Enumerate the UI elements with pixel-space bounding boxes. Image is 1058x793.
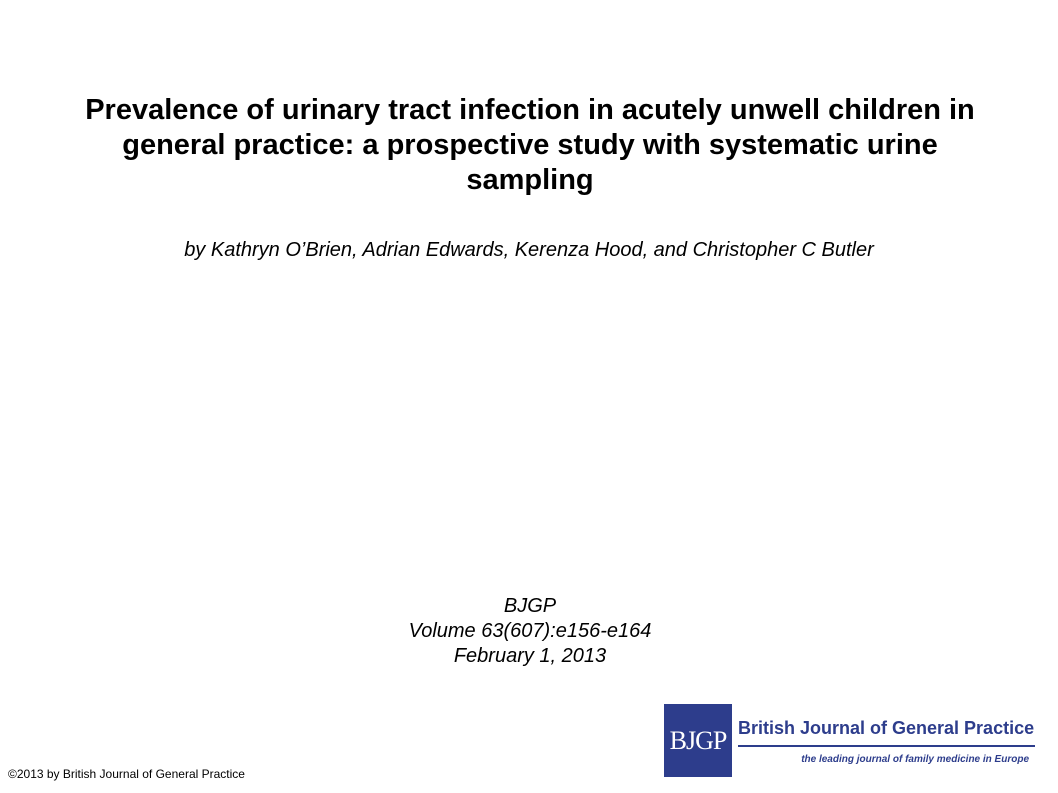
citation-journal: BJGP	[503, 595, 557, 617]
journal-tagline: the leading journal of family medicine i…	[801, 754, 1029, 765]
author-line: by Kathryn O’Brien, Adrian Edwards, Kere…	[184, 239, 874, 261]
citation-date: February 1, 2013	[453, 645, 607, 667]
citation-block: BJGP Volume 63(607):e156-e164 February 1…	[300, 594, 760, 669]
bjgp-logo: BJGP	[664, 704, 732, 777]
copyright-notice: ©2013 by British Journal of General Prac…	[8, 767, 245, 781]
banner-divider	[738, 745, 1035, 747]
slide-title: Prevalence of urinary tract infection in…	[85, 94, 975, 196]
journal-banner: BJGP British Journal of General Practice…	[664, 704, 1043, 777]
citation-volume: Volume 63(607):e156-e164	[408, 620, 652, 642]
banner-text-area: British Journal of General Practice the …	[732, 704, 1043, 777]
journal-name: British Journal of General Practice	[738, 718, 1035, 738]
bjgp-logo-text: BJGP	[669, 725, 728, 755]
